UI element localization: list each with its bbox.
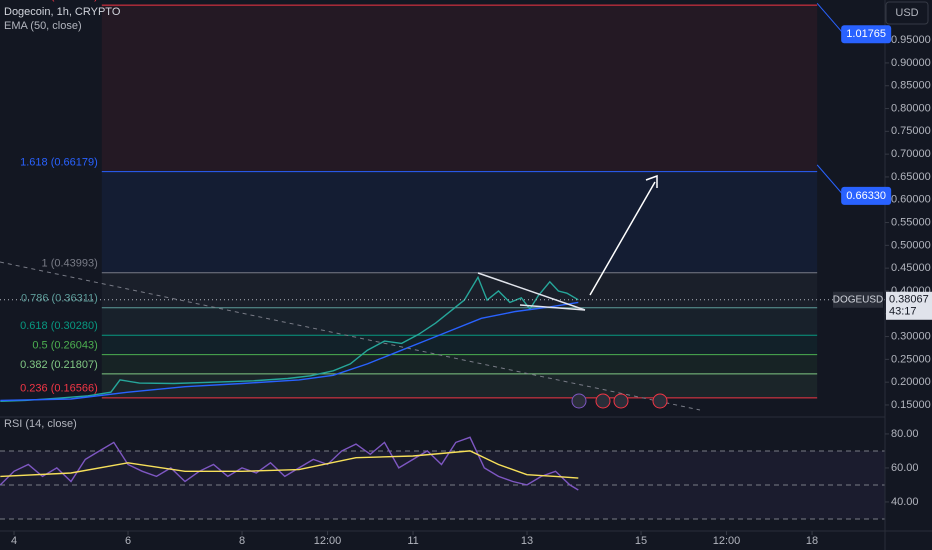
event-icon[interactable] — [613, 393, 629, 409]
fib-zone — [101, 373, 818, 398]
series-line — [0, 301, 579, 402]
fib-label: 0.5 (0.26043) — [32, 340, 97, 352]
target-box — [841, 25, 892, 44]
fib-label: 1.618 (0.66179) — [20, 156, 98, 168]
y-tick-label: 0.15000 — [891, 399, 931, 411]
arrow-head — [645, 174, 658, 188]
x-tick-label: 12:00 — [713, 535, 741, 547]
target-leader — [816, 164, 844, 196]
y-tick-label: 0.25000 — [891, 353, 931, 365]
series-line — [0, 275, 579, 402]
fib-label: 0.786 (0.36311) — [21, 293, 98, 305]
x-tick-label: 12:00 — [314, 535, 342, 547]
currency[interactable]: USD — [895, 7, 918, 19]
y-tick-label: 0.50000 — [891, 239, 931, 251]
y-tick-label: 60.00 — [891, 462, 919, 474]
y-tick-label: 0.95000 — [891, 34, 931, 46]
fib-label: 0.236 (0.16566) — [20, 383, 98, 395]
x-tick-label: 15 — [635, 535, 647, 547]
fib-label: 2.618 (1.02679) — [20, 0, 98, 2]
price-countdown: 43:17 — [889, 306, 917, 318]
y-tick-label: 0.90000 — [891, 57, 931, 69]
y-tick-label: 0.80000 — [891, 102, 931, 114]
fib-zone — [101, 335, 818, 355]
x-tick-label: 18 — [806, 535, 818, 547]
y-tick-label: 0.45000 — [891, 262, 931, 274]
fib-label: 0.382 (0.21807) — [20, 359, 98, 371]
y-tick-label: 40.00 — [891, 496, 919, 508]
y-tick-label: 0.70000 — [891, 148, 931, 160]
target-label: 0.66330 — [846, 190, 886, 202]
event-icon[interactable] — [595, 393, 611, 409]
wedge-line — [519, 304, 586, 311]
fib-label: 1 (0.43993) — [42, 258, 98, 270]
symbol-title: Dogecoin, 1h, CRYPTO — [4, 6, 121, 18]
x-tick-label: 6 — [125, 535, 131, 547]
fib-label: 0.618 (0.30280) — [20, 320, 98, 332]
y-tick-label: 0.20000 — [891, 376, 931, 388]
wedge-line — [477, 272, 586, 311]
y-tick-label: 0.75000 — [891, 125, 931, 137]
event-icon[interactable] — [652, 393, 668, 409]
price-name-box — [833, 291, 883, 308]
price-value: 0.38067 — [889, 294, 929, 306]
arrow — [589, 181, 656, 296]
fib-zone — [101, 307, 818, 336]
target-leader — [816, 2, 844, 34]
fib-zone — [101, 5, 818, 172]
fib-zone — [101, 354, 818, 374]
x-tick-label: 8 — [239, 535, 245, 547]
y-tick-label: 0.65000 — [891, 171, 931, 183]
event-icon[interactable] — [571, 393, 587, 409]
x-tick-label: 13 — [521, 535, 533, 547]
target-label: 1.01765 — [846, 28, 886, 40]
y-tick-label: 80.00 — [891, 428, 919, 440]
y-tick-label: 0.30000 — [891, 330, 931, 342]
fib-zone — [101, 272, 818, 308]
y-tick-label: 0.60000 — [891, 194, 931, 206]
y-tick-label: 0.55000 — [891, 216, 931, 228]
fib-zone — [101, 171, 818, 273]
currency-button[interactable] — [885, 1, 929, 25]
y-tick-label: 0.85000 — [891, 80, 931, 92]
rsi-title: RSI (14, close) — [4, 418, 77, 430]
plot-layer — [0, 4, 885, 520]
x-tick-label: 11 — [407, 535, 418, 547]
series-line — [0, 450, 579, 479]
target-box — [841, 186, 892, 205]
x-tick-label: 4 — [11, 535, 17, 547]
price-name: DOGEUSD — [833, 294, 884, 305]
price-box — [886, 291, 932, 320]
series-line — [0, 436, 579, 491]
indicator-label: EMA (50, close) — [4, 20, 82, 32]
